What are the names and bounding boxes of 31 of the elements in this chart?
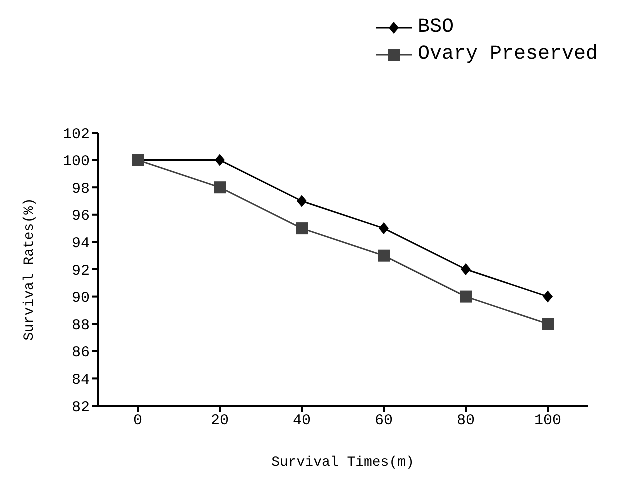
x-tick-label: 0 — [133, 412, 143, 430]
y-tick-label: 96 — [72, 208, 90, 226]
point — [543, 290, 553, 303]
point — [378, 250, 390, 262]
y-tick-label: 98 — [72, 180, 90, 198]
y-tick-label: 86 — [72, 344, 90, 362]
x-tick-label: 80 — [456, 412, 476, 430]
y-tick-label: 82 — [72, 399, 90, 416]
point — [460, 290, 472, 303]
point — [215, 154, 225, 166]
point — [461, 264, 471, 276]
x-tick-label: 60 — [374, 412, 394, 430]
point — [542, 318, 554, 330]
point — [214, 182, 226, 194]
y-tick-label: 90 — [72, 290, 90, 308]
y-axis-title: Survival Rates(%) — [22, 198, 38, 341]
x-tick-label: 100 — [534, 412, 562, 430]
point — [296, 222, 308, 235]
y-tick-label: 88 — [72, 317, 90, 334]
x-tick-label: 40 — [292, 412, 312, 430]
point — [379, 222, 389, 235]
x-axis-title: Survival Times(m) — [272, 455, 414, 471]
point — [297, 195, 307, 208]
legend-label: BSO — [418, 16, 454, 39]
y-tick-label: 100 — [62, 154, 90, 171]
x-tick-label: 20 — [210, 412, 230, 430]
y-tick-label: 94 — [72, 236, 90, 253]
y-tick-label: 102 — [62, 126, 90, 144]
y-tick-label: 84 — [72, 372, 90, 390]
legend-label: Ovary Preserved — [418, 43, 598, 66]
y-tick-label: 92 — [72, 262, 90, 280]
